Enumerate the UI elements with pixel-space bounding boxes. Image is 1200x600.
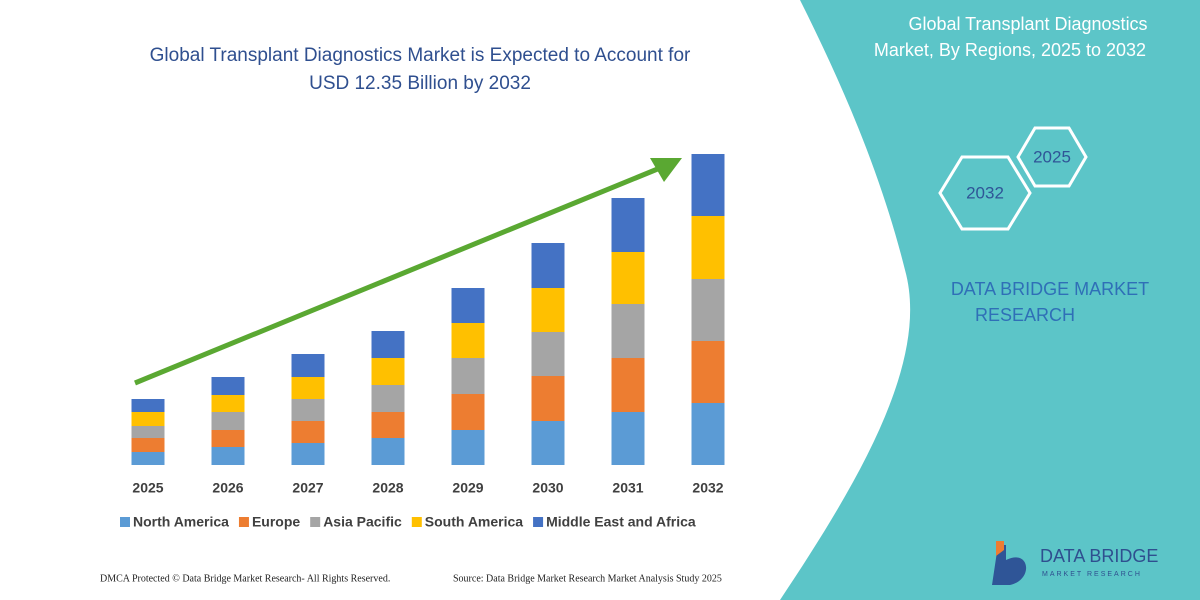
x-tick-label: 2026 [212, 480, 243, 496]
footer-text: DMCA Protected © Data Bridge Market Rese… [100, 573, 390, 584]
bar-segment [611, 304, 645, 358]
bar-segment [211, 377, 245, 395]
hexagon [1016, 126, 1088, 188]
bar-segment [451, 358, 485, 394]
legend-label: North America [133, 514, 229, 530]
bar-segment [451, 430, 485, 465]
bar-segment [131, 412, 165, 426]
brand-text: RESEARCH [975, 305, 1075, 325]
x-tick-label: 2028 [372, 480, 403, 496]
bar-segment [371, 385, 405, 412]
bar-segment [211, 430, 245, 447]
bar-segment [531, 376, 565, 421]
x-tick-label: 2027 [292, 480, 323, 496]
bar-segment [531, 288, 565, 332]
bar-segment [291, 421, 325, 443]
bar-segment [291, 399, 325, 421]
logo-tagline: MARKET RESEARCH [1042, 571, 1142, 578]
x-tick-label: 2031 [612, 480, 643, 496]
bar-segment [211, 447, 245, 465]
arrow-head [650, 158, 682, 182]
bar-segment [691, 154, 725, 216]
legend-swatch [411, 517, 422, 527]
panel-title: Global Transplant Diagnostics [908, 14, 1147, 34]
brand-text: DATA BRIDGE MARKET [951, 279, 1149, 299]
legend-swatch [533, 517, 544, 527]
legend-swatch [310, 517, 321, 527]
bar-segment [691, 216, 725, 279]
chart-subtitle: USD 12.35 Billion by 2032 [309, 73, 531, 94]
bar-segment [451, 394, 485, 430]
x-tick-label: 2025 [132, 480, 163, 496]
bar-segment [691, 279, 725, 341]
bar-segment [371, 412, 405, 438]
footer-text: Source: Data Bridge Market Research Mark… [453, 573, 722, 584]
logo-mark [992, 545, 1027, 585]
bar-segment [611, 358, 645, 412]
bar-segment [371, 331, 405, 358]
legend-swatch [238, 517, 249, 527]
bar-segment [291, 377, 325, 399]
bar-segment [451, 323, 485, 358]
bar-segment [131, 452, 165, 465]
logo-mark [996, 541, 1004, 556]
bar-segment [531, 332, 565, 376]
x-tick-label: 2032 [692, 480, 723, 496]
hex-label: 2032 [966, 183, 1004, 202]
bar-segment [531, 243, 565, 288]
panel-title: Market, By Regions, 2025 to 2032 [874, 40, 1146, 60]
side-panel [780, 0, 1200, 600]
legend-label: Asia Pacific [323, 514, 402, 530]
bar-segment [211, 395, 245, 412]
bar-segment [451, 288, 485, 323]
bar-segment [291, 354, 325, 377]
bar-segment [611, 198, 645, 252]
hex-label: 2025 [1033, 147, 1071, 166]
logo-name: DATA BRIDGE [1040, 546, 1158, 566]
bar-segment [291, 443, 325, 465]
bar-segment [131, 399, 165, 412]
plot: 2025 2026 2027 2028 2029 2030 2031 2032 North Am… [120, 154, 725, 530]
bar-segment [371, 438, 405, 465]
legend-label: South America [425, 514, 523, 530]
trend-arrow [134, 165, 661, 386]
legend-label: Middle East and Africa [546, 514, 696, 530]
x-tick-label: 2029 [452, 480, 483, 496]
x-tick-label: 2030 [532, 480, 563, 496]
bar-segment [131, 438, 165, 452]
bar-segment [691, 341, 725, 403]
bar-segment [531, 421, 565, 465]
chart-title: Global Transplant Diagnostics Market is … [150, 45, 691, 66]
bar-segment [211, 412, 245, 430]
legend-label: Europe [252, 514, 300, 530]
bar-segment [131, 426, 165, 438]
bar-segment [611, 412, 645, 465]
bar-segment [691, 403, 725, 465]
legend-swatch [120, 517, 130, 527]
bar-segment [611, 252, 645, 304]
hexagon [938, 155, 1032, 231]
bar-segment [371, 358, 405, 385]
